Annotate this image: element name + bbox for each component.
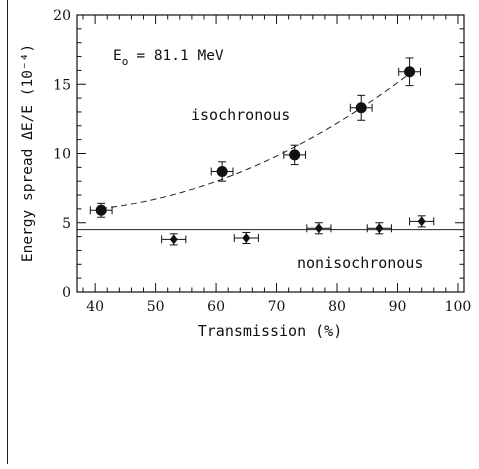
diamond-marker (242, 232, 251, 243)
y-tick-label: 15 (53, 77, 71, 93)
diamond-marker (375, 223, 384, 234)
nonisochronous-point (306, 222, 332, 235)
energy-value: = 81.1 MeV (136, 48, 224, 64)
nonisochronous-point (366, 222, 392, 235)
axes: 40 50 60 70 80 90 100 0 5 10 15 20 (53, 8, 471, 315)
isochronous-point (398, 57, 421, 87)
circle-marker (404, 66, 416, 78)
isochronous-point (89, 202, 113, 218)
y-tick-label: 0 (62, 285, 71, 301)
x-axis-label: Transmission (%) (198, 322, 343, 340)
energy-symbol: E (113, 48, 122, 64)
energy-subscript: o (122, 55, 129, 68)
y-tick-label: 20 (53, 8, 71, 24)
circle-marker (216, 166, 228, 178)
x-tick-label: 50 (147, 299, 165, 315)
diamond-marker (169, 234, 178, 245)
x-tick-label: 40 (86, 299, 104, 315)
x-tick-label: 90 (389, 299, 407, 315)
nonisochronous-point (233, 231, 259, 245)
isochronous-point (349, 94, 373, 121)
circle-marker (355, 102, 367, 114)
isochronous-fit-curve (101, 73, 410, 210)
nonisochronous-point (409, 215, 435, 228)
circle-marker (95, 204, 107, 216)
data-points (89, 57, 435, 246)
energy-annotation: Eo = 81.1 MeV (113, 48, 224, 68)
x-tick-label: 70 (268, 299, 286, 315)
diamond-marker (417, 216, 426, 227)
circle-marker (289, 149, 301, 161)
isochronous-point (283, 144, 307, 166)
x-tick-label: 60 (207, 299, 225, 315)
plot-frame (76, 14, 465, 293)
y-axis-label: Energy spread ΔE/E (10⁻⁴) (20, 44, 36, 262)
x-tick-label: 100 (445, 299, 472, 315)
y-tick-label: 5 (62, 216, 71, 232)
diamond-marker (314, 223, 323, 234)
isochronous-label: isochronous (191, 106, 290, 124)
isochronous-point (210, 161, 234, 182)
nonisochronous-point (161, 233, 187, 246)
nonisochronous-label: nonisochronous (297, 254, 423, 272)
fit-lines (77, 73, 464, 231)
x-tick-label: 80 (328, 299, 346, 315)
y-tick-label: 10 (53, 147, 71, 163)
